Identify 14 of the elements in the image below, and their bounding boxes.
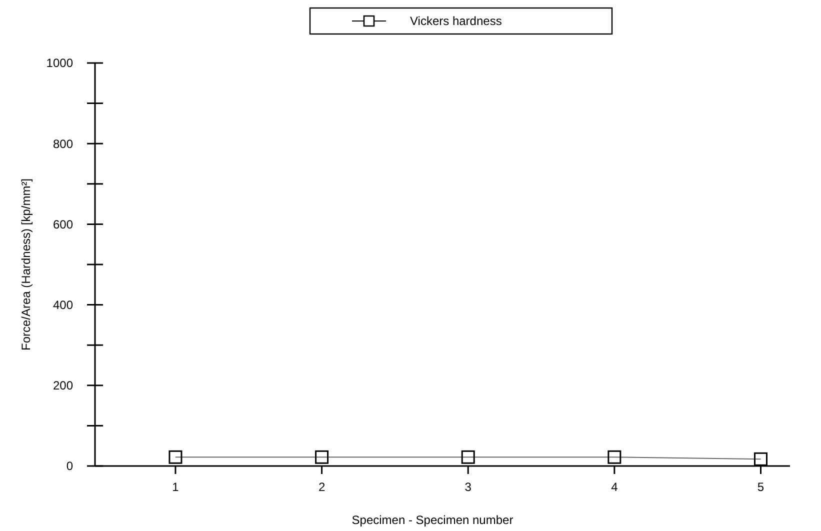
y-tick-label: 800 [52,136,74,151]
y-tick-label: 200 [52,378,74,393]
legend-label: Vickers hardness [410,14,502,28]
x-tick-label: 5 [757,480,764,494]
x-tick-label: 1 [172,480,180,494]
x-tick-label: 3 [464,480,472,494]
y-tick-label: 0 [66,459,74,474]
y-axis-title: Force/Area (Hardness) [kp/mm²] [19,178,33,351]
y-tick-label: 1000 [46,56,74,70]
y-tick-label: 600 [52,217,74,232]
y-tick-label: 400 [52,298,74,312]
x-tick-label: 4 [611,480,618,494]
x-tick-label: 2 [318,480,326,494]
x-axis-title: Specimen - Specimen number [352,513,514,527]
